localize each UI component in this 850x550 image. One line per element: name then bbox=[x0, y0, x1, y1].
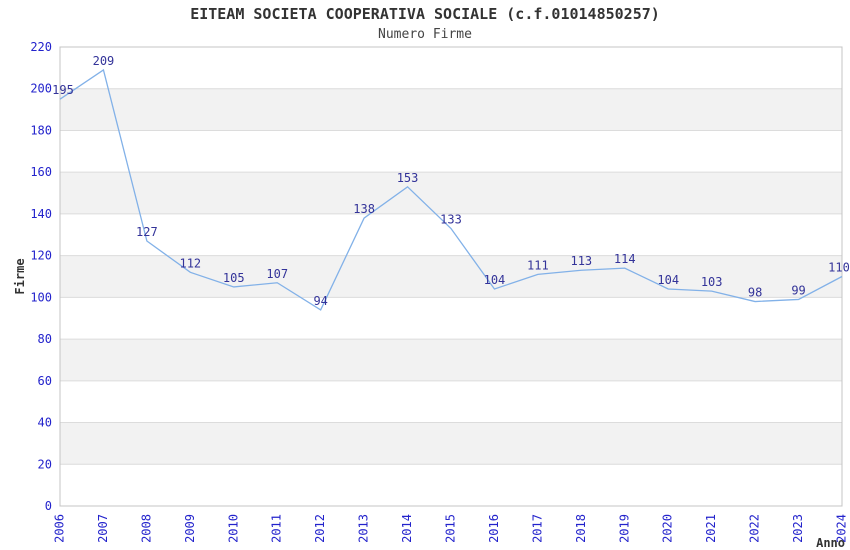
data-point-label: 94 bbox=[313, 294, 327, 308]
data-point-label: 104 bbox=[484, 273, 506, 287]
x-tick-label: 2016 bbox=[487, 514, 501, 543]
y-tick-label: 40 bbox=[38, 416, 52, 430]
y-tick-label: 220 bbox=[30, 40, 52, 54]
data-point-label: 113 bbox=[570, 254, 592, 268]
y-tick-label: 200 bbox=[30, 82, 52, 96]
data-point-label: 127 bbox=[136, 225, 158, 239]
data-point-label: 195 bbox=[52, 83, 74, 97]
plot-band bbox=[60, 172, 842, 214]
y-tick-label: 140 bbox=[30, 207, 52, 221]
data-point-label: 104 bbox=[657, 273, 679, 287]
y-tick-label: 160 bbox=[30, 165, 52, 179]
x-tick-label: 2007 bbox=[96, 514, 110, 543]
x-tick-label: 2013 bbox=[357, 514, 371, 543]
y-tick-label: 180 bbox=[30, 123, 52, 137]
data-point-label: 153 bbox=[397, 171, 419, 185]
x-tick-label: 2019 bbox=[617, 514, 631, 543]
plot-band bbox=[60, 422, 842, 465]
data-point-label: 112 bbox=[179, 256, 201, 270]
plot-band bbox=[60, 339, 842, 381]
y-tick-label: 60 bbox=[38, 374, 52, 388]
data-point-label: 99 bbox=[791, 283, 805, 297]
y-tick-label: 80 bbox=[38, 332, 52, 346]
x-tick-label: 2015 bbox=[444, 514, 458, 543]
x-tick-label: 2020 bbox=[661, 514, 675, 543]
data-point-label: 110 bbox=[828, 261, 850, 275]
chart-subtitle: Numero Firme bbox=[378, 27, 472, 42]
data-point-label: 133 bbox=[440, 213, 462, 227]
x-tick-label: 2017 bbox=[530, 514, 544, 543]
y-tick-label: 120 bbox=[30, 249, 52, 263]
x-tick-label: 2011 bbox=[270, 514, 284, 543]
y-tick-label: 0 bbox=[45, 499, 52, 513]
x-tick-label: 2023 bbox=[791, 514, 805, 543]
y-axis-title: Firme bbox=[13, 258, 27, 294]
data-point-label: 114 bbox=[614, 252, 636, 266]
y-tick-label: 100 bbox=[30, 290, 52, 304]
x-tick-label: 2022 bbox=[748, 514, 762, 543]
x-tick-label: 2014 bbox=[400, 514, 414, 543]
y-tick-label: 20 bbox=[38, 457, 52, 471]
data-line bbox=[59, 68, 843, 311]
data-point-label: 107 bbox=[266, 267, 288, 281]
x-tick-label: 2009 bbox=[183, 514, 197, 543]
x-tick-label: 2006 bbox=[53, 514, 67, 543]
x-tick-label: 2012 bbox=[313, 514, 327, 543]
x-tick-label: 2010 bbox=[226, 514, 240, 543]
data-point-label: 209 bbox=[93, 54, 115, 68]
plot-band bbox=[60, 255, 842, 298]
x-axis-title: Anno bbox=[816, 536, 845, 550]
data-point-label: 138 bbox=[353, 202, 375, 216]
data-point-label: 111 bbox=[527, 258, 549, 272]
data-point-label: 98 bbox=[748, 286, 762, 300]
x-tick-label: 2021 bbox=[704, 514, 718, 543]
x-tick-label: 2024 bbox=[835, 514, 849, 543]
chart-title: EITEAM SOCIETA COOPERATIVA SOCIALE (c.f.… bbox=[190, 5, 660, 23]
plot-band bbox=[60, 88, 842, 131]
x-tick-label: 2008 bbox=[139, 514, 153, 543]
data-point-label: 105 bbox=[223, 271, 245, 285]
data-point-label: 103 bbox=[701, 275, 723, 289]
x-tick-label: 2018 bbox=[574, 514, 588, 543]
